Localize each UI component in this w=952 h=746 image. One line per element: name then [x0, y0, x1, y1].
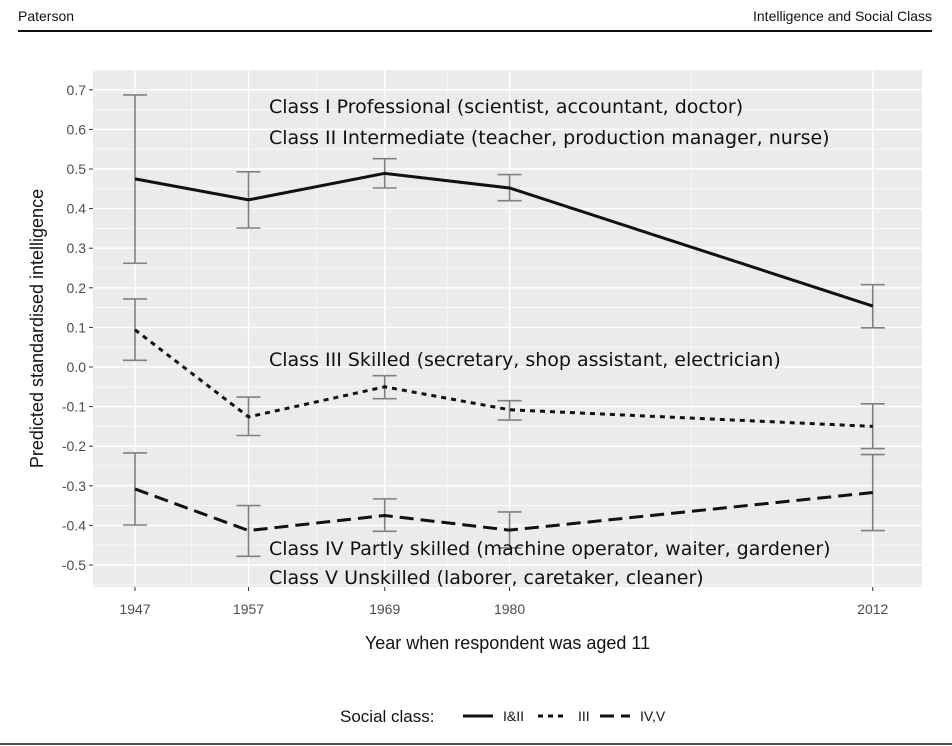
page-header: Paterson Intelligence and Social Class: [18, 0, 932, 32]
legend-title: Social class:: [340, 707, 434, 726]
y-tick-label: -0.5: [62, 557, 86, 573]
legend-label: III: [578, 708, 590, 724]
x-tick-label: 1957: [233, 601, 264, 617]
y-tick-label: 0.5: [67, 161, 87, 177]
series-line: [134, 171, 874, 308]
series-lines: [134, 171, 874, 533]
y-tick-label: 0.4: [67, 201, 87, 217]
y-tick-label: -0.2: [62, 438, 86, 454]
y-axis-ticks: -0.5 -0.4 -0.3 -0.2 -0.1 0.0 0.1 0.2 0.3 0.4 0.5 0.…: [62, 82, 93, 573]
class-annotation: Class II Intermediate (teacher, producti…: [269, 127, 830, 149]
class-annotation: Class IV Partly skilled (machine operato…: [269, 538, 831, 560]
x-tick-label: 1980: [494, 601, 525, 617]
y-tick-label: 0.2: [67, 280, 87, 296]
y-tick-label: 0.1: [67, 319, 87, 335]
error-bar: [497, 399, 522, 421]
header-author: Paterson: [18, 8, 75, 24]
x-tick-label: 1947: [119, 601, 150, 617]
error-bar: [860, 283, 885, 329]
legend-label: IV,V: [640, 708, 666, 724]
error-bar: [860, 453, 885, 532]
class-annotation: Class V Unskilled (laborer, caretaker, c…: [269, 567, 704, 589]
bottom-divider: [0, 743, 952, 745]
legend: Social class: I&II III IV,V: [340, 707, 666, 726]
y-axis-title: Predicted standardised intelligence: [27, 189, 47, 468]
grid-lines: [93, 69, 922, 587]
x-axis-title: Year when respondent was aged 11: [365, 633, 650, 653]
class-annotation: Class III Skilled (secretary, shop assis…: [269, 349, 781, 371]
class-annotation: Class I Professional (scientist, account…: [269, 96, 743, 118]
y-tick-label: -0.3: [62, 478, 86, 494]
header-title: Intelligence and Social Class: [753, 8, 932, 24]
y-tick-label: -0.4: [62, 517, 86, 533]
series-line: [134, 487, 873, 533]
series-line: [134, 328, 873, 428]
y-tick-label: 0.3: [67, 240, 87, 256]
x-axis-ticks: 1947 1957 1969 1980 2012: [119, 587, 889, 617]
y-tick-label: 0.7: [67, 82, 87, 98]
x-tick-label: 2012: [857, 601, 888, 617]
x-tick-label: 1969: [369, 601, 400, 617]
error-bar: [236, 504, 261, 558]
y-tick-label: 0.0: [67, 359, 87, 375]
annotations: Class I Professional (scientist, account…: [269, 96, 831, 589]
error-bar: [123, 298, 147, 362]
legend-label: I&II: [503, 708, 524, 724]
y-tick-label: 0.6: [67, 121, 87, 137]
y-tick-label: -0.1: [62, 399, 86, 415]
